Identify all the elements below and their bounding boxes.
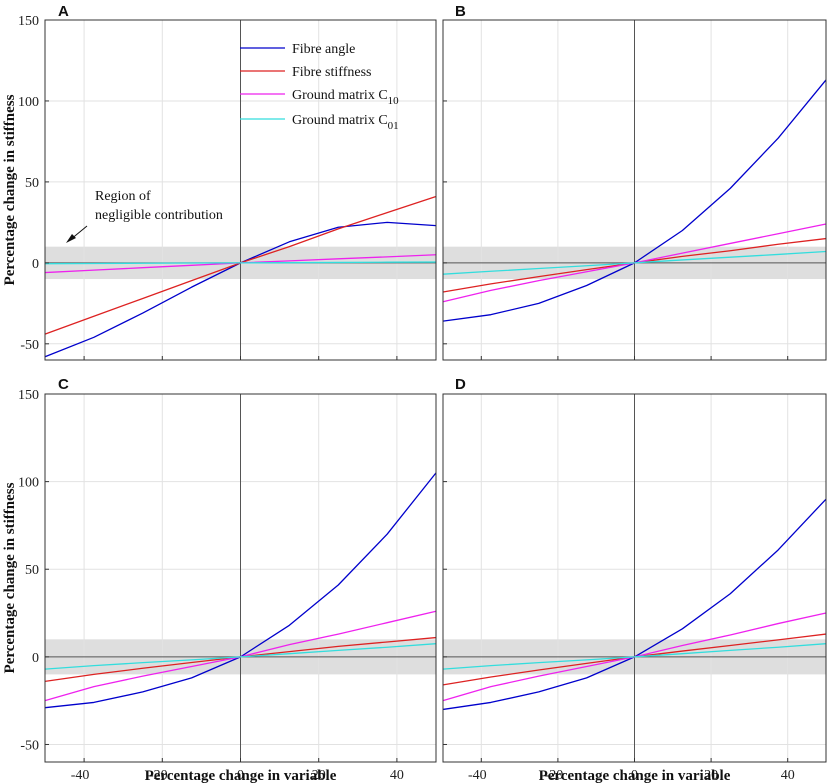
x-axis-label: Percentage change in variable	[539, 768, 731, 784]
x-tick-label: 0	[237, 768, 244, 783]
legend-entry-text: Fibre angle	[292, 42, 355, 57]
annotation-line-1: Region of	[95, 189, 151, 204]
legend-entry: Fibre stiffness	[292, 65, 371, 80]
legend-entry: Fibre angle	[292, 42, 355, 57]
panel-letter: D	[455, 376, 466, 393]
legend-entry-subscript: 10	[388, 95, 400, 107]
series-line-ground-matrix-c01	[44, 643, 437, 670]
y-tick-label: 50	[25, 176, 39, 191]
y-tick-label: -50	[20, 738, 39, 753]
series-line-ground-matrix-c01	[442, 643, 827, 670]
panel-d: -40 -20 0 20 40 D Percentage change in variabl…	[442, 376, 827, 784]
panel-b: B	[442, 3, 827, 361]
y-tick-label: 50	[25, 563, 39, 578]
y-tick-label: 100	[18, 476, 39, 491]
series-line-ground-matrix-c01	[44, 261, 437, 265]
panel-c: -50 0 50 100 150 -40 -20 0 20 40 C Percentage chang…	[2, 376, 437, 784]
x-tick-label: 20	[704, 768, 718, 783]
legend-entry-text: Fibre stiffness	[292, 65, 371, 80]
y-tick-label: 150	[18, 14, 39, 29]
annotation-arrow-head	[66, 234, 76, 243]
x-axis-label: Percentage change in variable	[145, 768, 337, 784]
x-tick-label: 0	[631, 768, 638, 783]
x-tick-label: 40	[390, 768, 404, 783]
panel-a: -50 0 50 100 150 A Percentage change in stiffn…	[2, 3, 437, 361]
x-tick-label: -20	[545, 768, 564, 783]
panel-letter: B	[455, 3, 466, 20]
y-tick-label: 100	[18, 95, 39, 110]
legend-entry: Ground matrix C10	[292, 88, 399, 107]
series-line-ground-matrix-c01	[442, 250, 827, 275]
x-tick-label: 40	[781, 768, 795, 783]
legend-entry: Ground matrix C01	[292, 113, 399, 132]
y-tick-label: -50	[20, 338, 39, 353]
legend: Fibre angle Fibre stiffness Ground matrix …	[240, 42, 399, 132]
legend-entry-text: Ground matrix C	[292, 113, 388, 128]
x-tick-label: -20	[149, 768, 168, 783]
legend-entry-text: Ground matrix C	[292, 88, 388, 103]
y-tick-label: 0	[32, 651, 39, 666]
x-tick-label: 20	[312, 768, 326, 783]
panel-letter: C	[58, 376, 69, 393]
panel-letter: A	[58, 3, 69, 20]
y-tick-label: 0	[32, 257, 39, 272]
x-tick-label: -40	[468, 768, 487, 783]
y-axis-label: Percentage change in stiffness	[2, 482, 18, 673]
annotation-line-2: negligible contribution	[95, 208, 223, 223]
x-tick-label: -40	[71, 768, 90, 783]
legend-entry-subscript: 01	[388, 120, 399, 132]
y-axis-label: Percentage change in stiffness	[2, 94, 18, 285]
y-tick-label: 150	[18, 388, 39, 403]
